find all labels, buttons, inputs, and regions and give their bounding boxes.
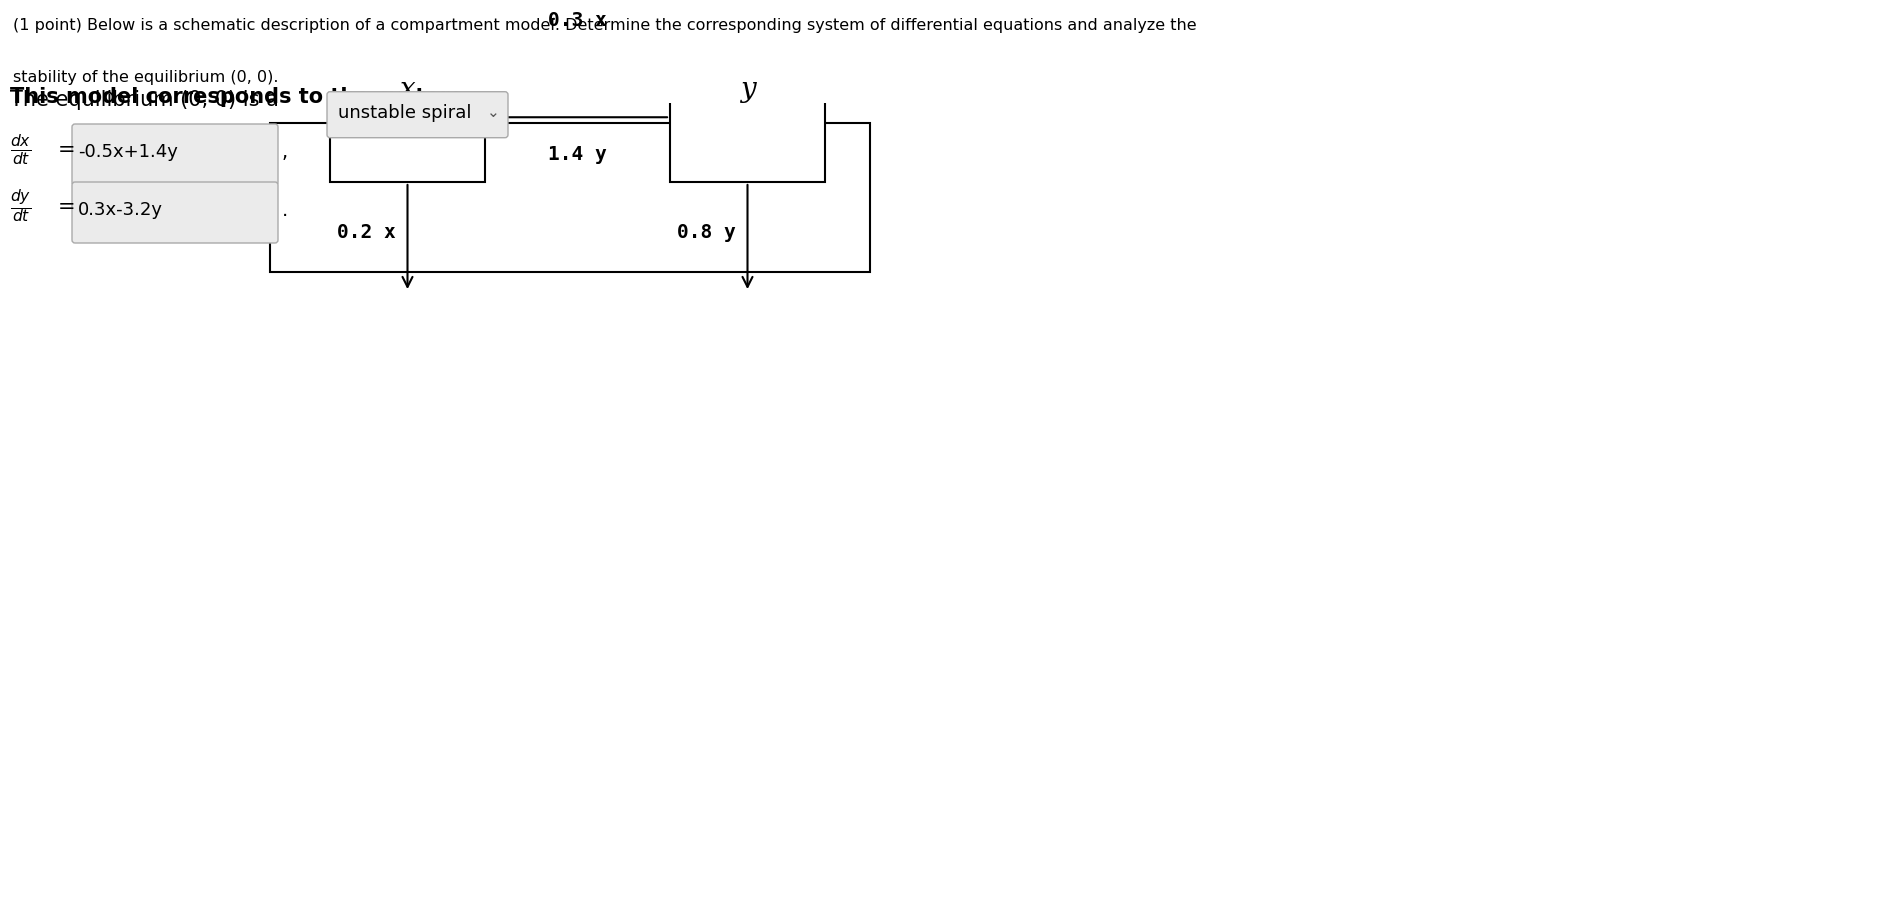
- Text: 0.3x-3.2y: 0.3x-3.2y: [77, 201, 164, 219]
- FancyBboxPatch shape: [72, 124, 279, 185]
- Text: unstable spiral: unstable spiral: [339, 104, 472, 122]
- Bar: [329, 0, 486, 182]
- Text: .: .: [282, 200, 288, 219]
- Text: ,: ,: [282, 143, 288, 161]
- FancyBboxPatch shape: [327, 92, 508, 138]
- Bar: [269, 123, 869, 272]
- FancyBboxPatch shape: [72, 182, 279, 243]
- Text: 0.8 y: 0.8 y: [678, 223, 736, 242]
- Text: This model corresponds to the system: This model corresponds to the system: [9, 87, 461, 107]
- Text: =: =: [58, 197, 75, 217]
- Text: 0.3 x: 0.3 x: [548, 12, 606, 31]
- Text: 0.2 x: 0.2 x: [337, 223, 395, 242]
- Text: stability of the equilibrium (0, 0).: stability of the equilibrium (0, 0).: [13, 70, 279, 85]
- Text: x: x: [399, 76, 416, 103]
- Text: (1 point) Below is a schematic description of a compartment model. Determine the: (1 point) Below is a schematic descripti…: [13, 18, 1197, 33]
- Text: -0.5x+1.4y: -0.5x+1.4y: [77, 143, 179, 161]
- Text: ⌄: ⌄: [487, 106, 501, 120]
- Text: y: y: [740, 76, 755, 103]
- Text: $\frac{dy}{dt}$: $\frac{dy}{dt}$: [9, 187, 32, 225]
- Text: 1.4 y: 1.4 y: [548, 145, 606, 164]
- Text: The equilibrium (0, 0) is a: The equilibrium (0, 0) is a: [9, 89, 279, 110]
- Bar: [670, 0, 824, 182]
- Text: =: =: [58, 140, 75, 160]
- Text: $\frac{dx}{dt}$: $\frac{dx}{dt}$: [9, 132, 32, 167]
